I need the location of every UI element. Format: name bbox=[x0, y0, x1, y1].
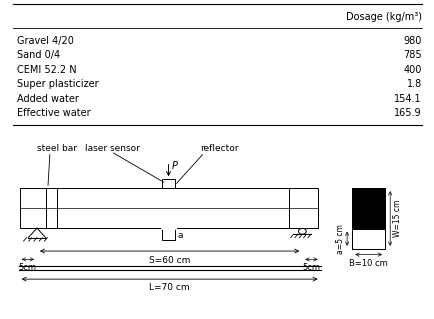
Text: a: a bbox=[177, 231, 182, 240]
Text: steel bar: steel bar bbox=[37, 144, 77, 153]
Bar bbox=[352, 188, 384, 229]
Text: L=70 cm: L=70 cm bbox=[149, 283, 190, 292]
Text: CEMI 52.2 N: CEMI 52.2 N bbox=[17, 65, 77, 75]
Text: 785: 785 bbox=[402, 50, 421, 60]
Text: Super plasticizer: Super plasticizer bbox=[17, 79, 99, 89]
Text: S=60 cm: S=60 cm bbox=[148, 256, 190, 265]
Text: Effective water: Effective water bbox=[17, 108, 91, 118]
Text: Gravel 4/20: Gravel 4/20 bbox=[17, 36, 74, 46]
Text: 980: 980 bbox=[403, 36, 421, 46]
Text: Added water: Added water bbox=[17, 94, 79, 104]
Circle shape bbox=[298, 228, 306, 234]
Text: 154.1: 154.1 bbox=[393, 94, 421, 104]
Text: laser sensor: laser sensor bbox=[85, 144, 139, 153]
Bar bbox=[162, 228, 174, 240]
Text: a=5 cm: a=5 cm bbox=[335, 224, 344, 254]
Text: Sand 0/4: Sand 0/4 bbox=[17, 50, 60, 60]
Text: Dosage (kg/m³): Dosage (kg/m³) bbox=[345, 11, 421, 22]
Text: 400: 400 bbox=[403, 65, 421, 75]
Text: 1.8: 1.8 bbox=[406, 79, 421, 89]
Text: 5cm: 5cm bbox=[19, 263, 37, 272]
Text: W=15 cm: W=15 cm bbox=[392, 200, 401, 237]
Bar bbox=[162, 179, 174, 188]
Text: reflector: reflector bbox=[200, 144, 238, 153]
Text: 165.9: 165.9 bbox=[393, 108, 421, 118]
Bar bbox=[352, 229, 384, 249]
Text: 5cm: 5cm bbox=[302, 263, 320, 272]
Bar bbox=[352, 188, 384, 249]
Bar bbox=[20, 188, 317, 228]
Text: B=10 cm: B=10 cm bbox=[349, 259, 387, 268]
Text: P: P bbox=[172, 161, 178, 171]
